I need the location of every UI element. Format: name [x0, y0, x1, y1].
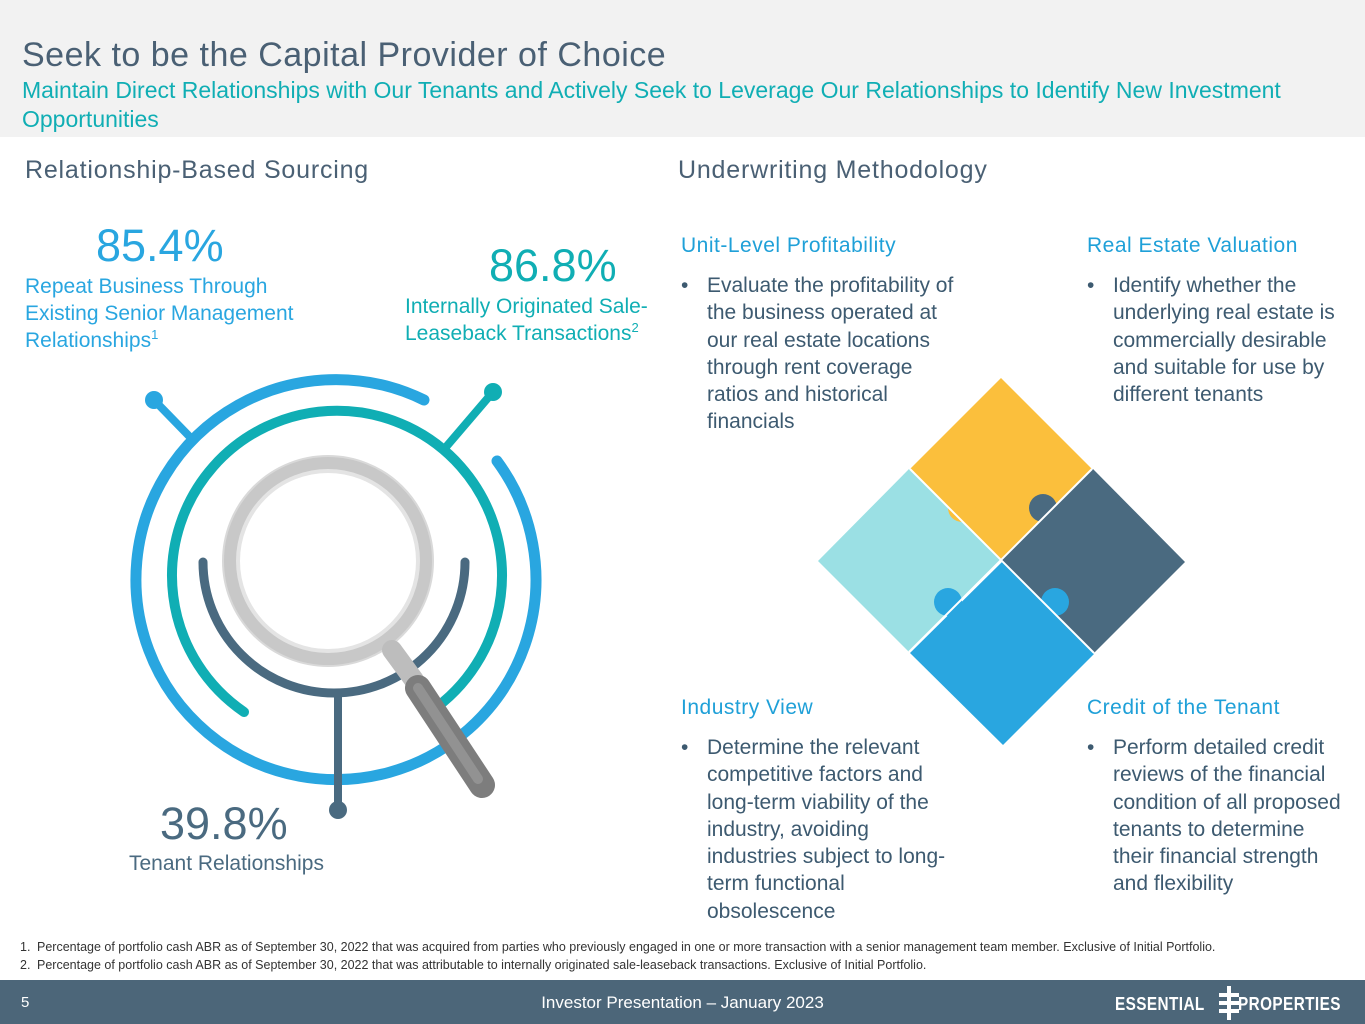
stat-repeat-business-label: Repeat Business Through Existing Senior … — [25, 275, 294, 352]
stat-tenant-relationships-value: 39.8% — [160, 798, 288, 849]
teal-pin-line — [442, 388, 497, 451]
real-estate-heading: Real Estate Valuation — [1087, 234, 1298, 257]
industry-view-heading: Industry View — [681, 696, 814, 719]
target-magnifier-graphic — [130, 374, 542, 819]
stat-internally-originated-label: Internally Originated Sale- Leaseback Tr… — [405, 295, 648, 345]
header-band: Seek to be the Capital Provider of Choic… — [0, 0, 1365, 137]
left-section-title: Relationship-Based Sourcing — [25, 156, 370, 184]
right-section-title: Underwriting Methodology — [678, 156, 988, 184]
middle-teal-ring — [167, 405, 507, 717]
page-number: 5 — [21, 994, 30, 1011]
blue-pin-dot — [145, 391, 163, 409]
puzzle-tab-blue-right — [1041, 588, 1069, 616]
real-estate-list: Identify whether the underlying real est… — [1087, 272, 1342, 408]
footnote-ref-2: 2 — [631, 320, 639, 335]
real-estate-bullet: Identify whether the underlying real est… — [1087, 272, 1342, 408]
unit-level-bullet: Evaluate the profitability of the busine… — [681, 272, 961, 436]
puzzle-tab-yellow — [948, 494, 976, 522]
industry-view-list: Determine the relevant competitive facto… — [681, 734, 961, 925]
logo-text-right: PROPERTIES — [1238, 994, 1341, 1014]
credit-bullet: Perform detailed credit reviews of the f… — [1087, 734, 1342, 898]
footnote-ref-1: 1 — [151, 327, 159, 342]
company-logo: ESSENTIAL PROPERTIES — [1115, 986, 1341, 1020]
stat-internally-originated-value: 86.8% — [489, 240, 617, 291]
footnotes: 1. Percentage of portfolio cash ABR as of… — [20, 938, 1215, 974]
stat-repeat-business-value: 85.4% — [96, 220, 224, 271]
magnifier-icon — [222, 455, 495, 798]
footnote-2: 2. Percentage of portfolio cash ABR as of… — [20, 958, 927, 972]
footer-center-text: Investor Presentation – January 2023 — [541, 993, 824, 1012]
credit-list: Perform detailed credit reviews of the f… — [1087, 734, 1342, 898]
teal-pin-dot — [484, 383, 502, 401]
outer-blue-ring — [130, 374, 542, 786]
footer-bar: 5 Investor Presentation – January 2023 E… — [0, 980, 1365, 1024]
puzzle-tab-slate — [1029, 494, 1057, 522]
industry-view-bullet: Determine the relevant competitive facto… — [681, 734, 961, 925]
page-title: Seek to be the Capital Provider of Choic… — [22, 36, 667, 74]
stat-tenant-relationships-label: Tenant Relationships — [129, 852, 324, 875]
page-subtitle: Maintain Direct Relationships with Our T… — [22, 77, 1281, 132]
unit-level-heading: Unit-Level Profitability — [681, 234, 897, 257]
unit-level-list: Evaluate the profitability of the busine… — [681, 272, 961, 436]
puzzle-tab-blue-left — [934, 588, 962, 616]
slate-pin-dot — [329, 801, 347, 819]
logo-mark-icon — [1219, 986, 1239, 1020]
logo-text-left: ESSENTIAL — [1115, 994, 1205, 1014]
credit-heading: Credit of the Tenant — [1087, 696, 1280, 719]
footnote-1: 1. Percentage of portfolio cash ABR as of… — [20, 940, 1216, 954]
